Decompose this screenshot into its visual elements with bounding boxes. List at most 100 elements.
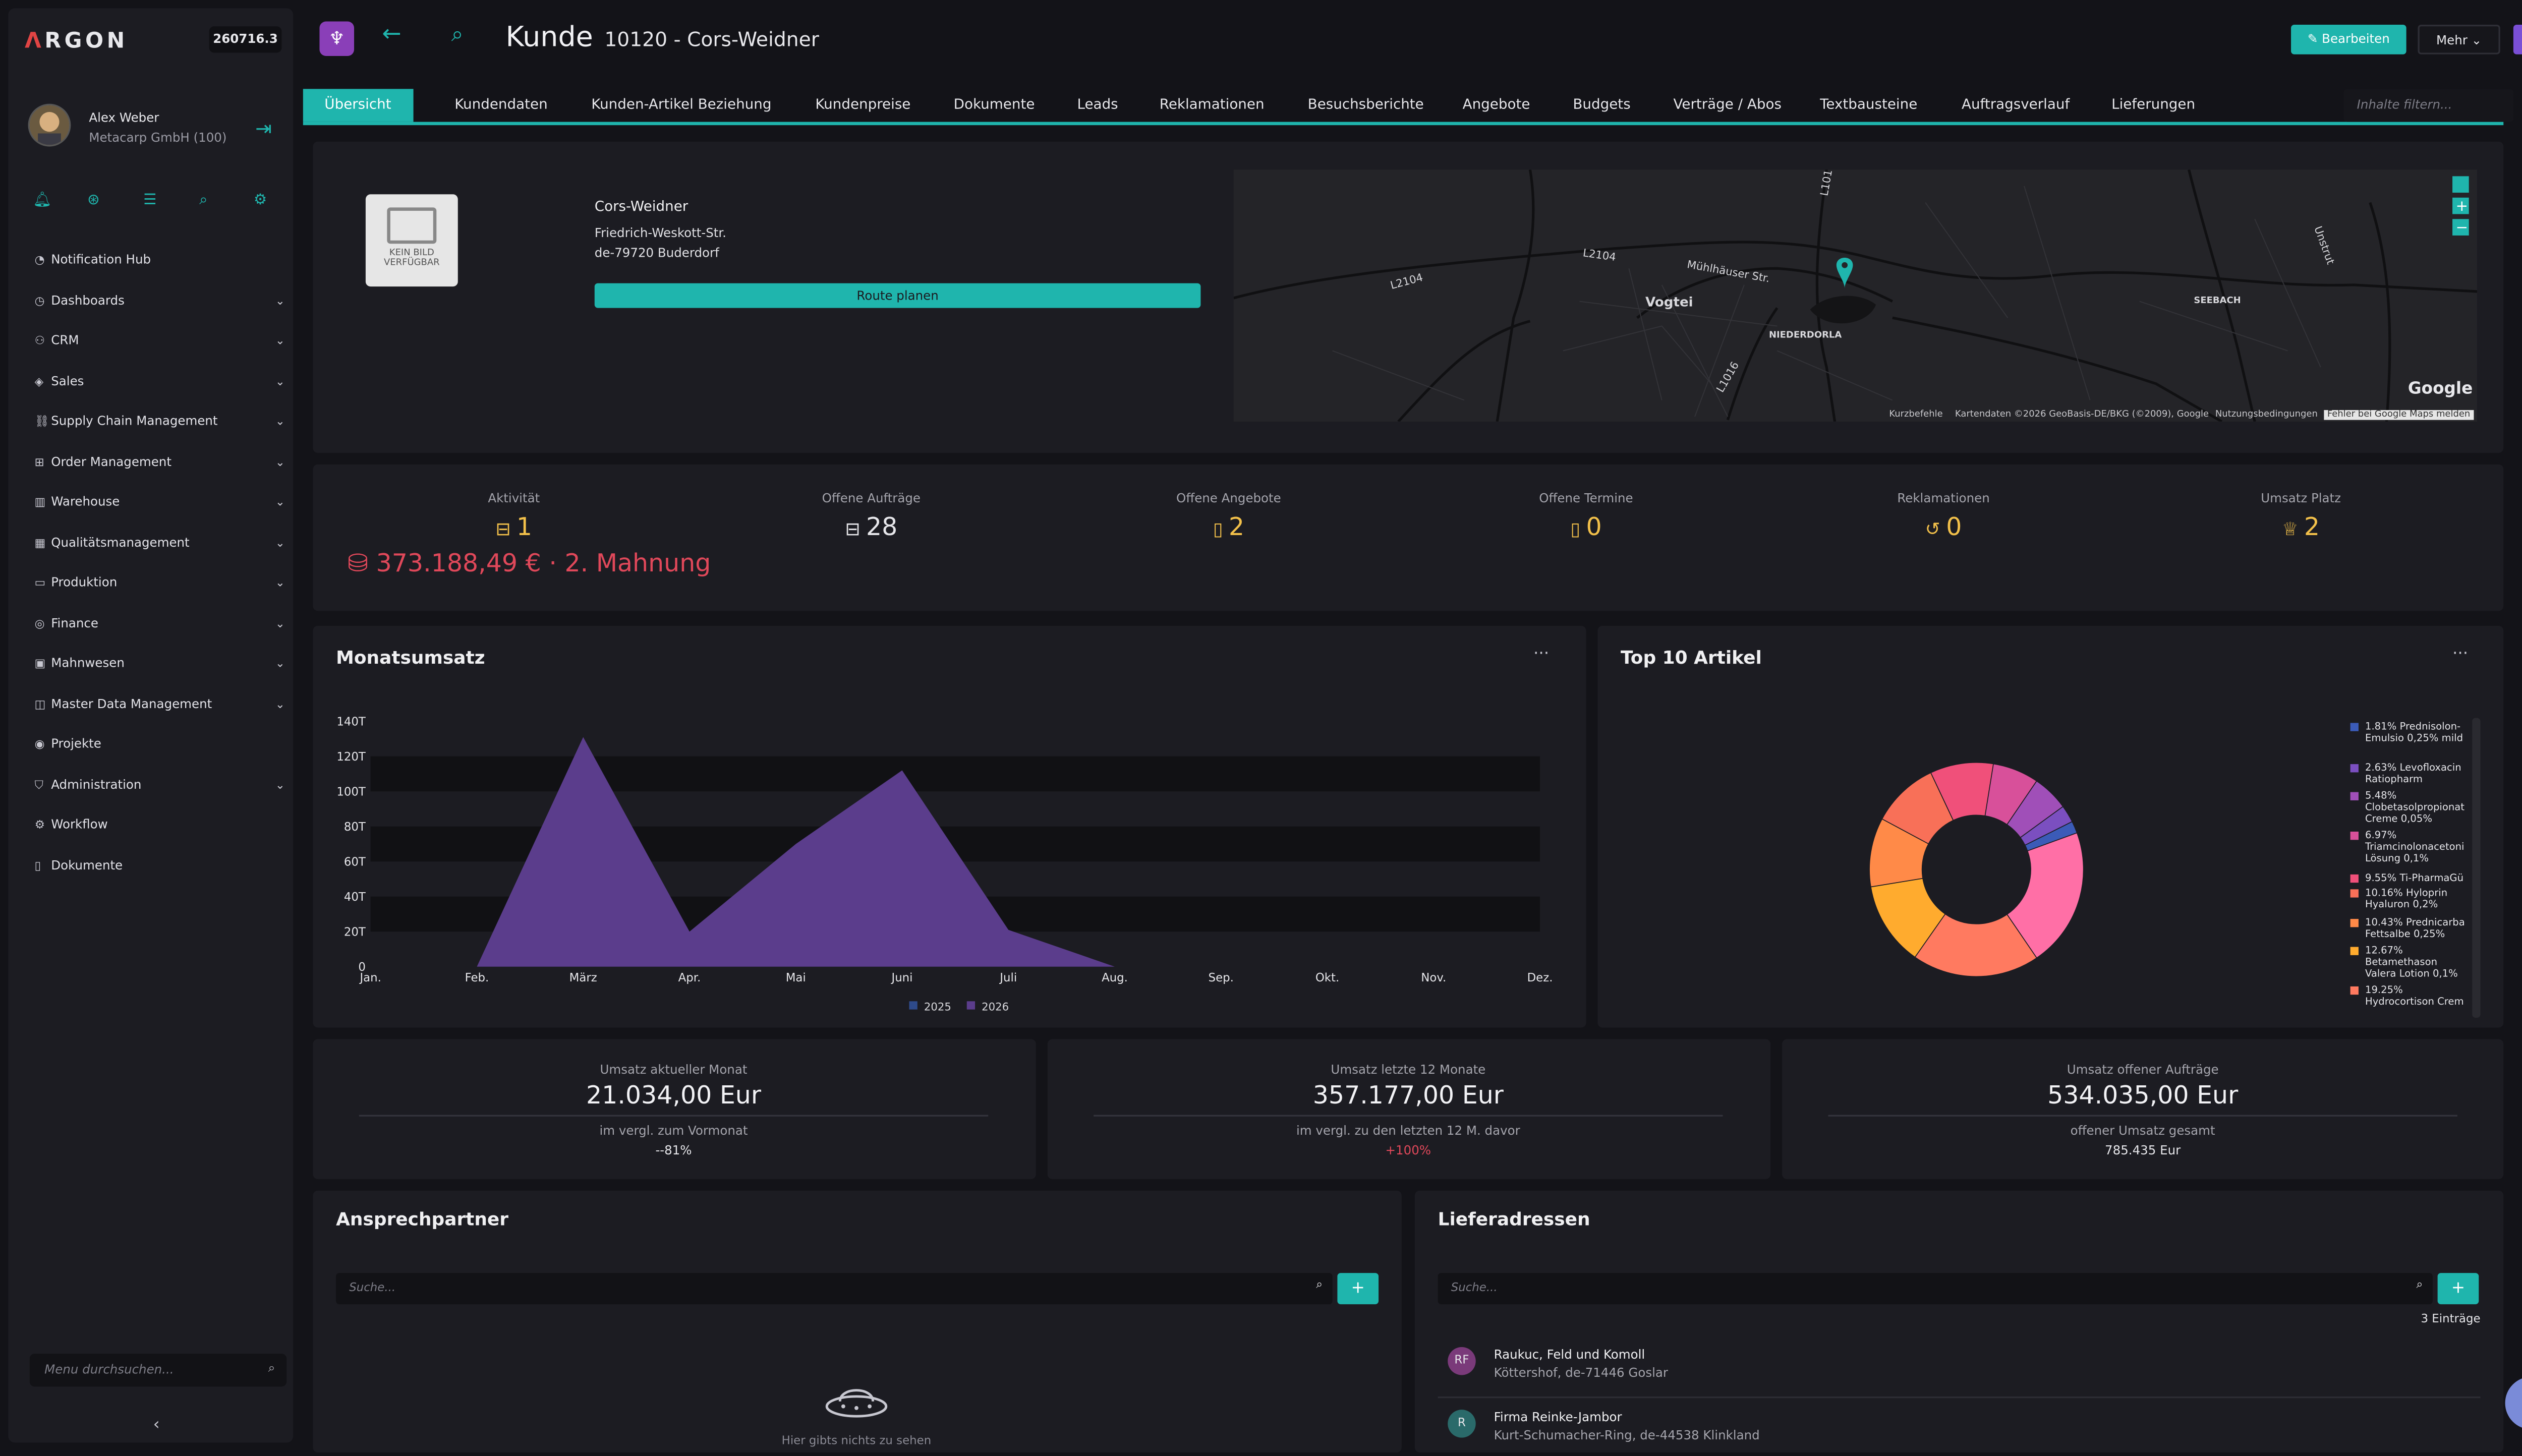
donut-legend: 1.81% Prednisolon-Emulsio 0,25% mild 2.63…	[2339, 718, 2481, 1018]
sidebar-item-notification-hub[interactable]: ◔ Notification Hub	[35, 244, 285, 276]
tab-2[interactable]: Kunden-Artikel Beziehung	[591, 97, 772, 114]
svg-text:−: −	[2456, 218, 2469, 236]
legend-name: Clobetasolpropionat Creme 0,05%	[2365, 802, 2464, 825]
legend-label: 9.55% Ti-PharmaGü	[2365, 873, 2469, 885]
map[interactable]: − + Vogtei NIEDERDORLA SEEBACH L2104 L21…	[1233, 169, 2478, 422]
tab-6[interactable]: Reklamationen	[1159, 97, 1265, 114]
sidebar-item-dokumente[interactable]: ▯ Dokumente	[35, 849, 285, 882]
chevron-down-icon: ⌄	[275, 616, 285, 630]
logout-icon[interactable]: ⇥	[255, 117, 272, 140]
donut-legend-item[interactable]: 9.55% Ti-PharmaGü	[2350, 873, 2469, 885]
sidebar-item-master-data-management[interactable]: ◫ Master Data Management ⌄	[35, 687, 285, 720]
bell-icon[interactable]: 🔔︎	[33, 193, 52, 209]
donut-legend-item[interactable]: 1.81% Prednisolon-Emulsio 0,25% mild	[2350, 721, 2469, 744]
sidebar-item-sales[interactable]: ◈ Sales ⌄	[35, 365, 285, 397]
users-icon: ⚇	[34, 334, 45, 347]
legend-swatch	[2350, 874, 2359, 883]
wrench-button[interactable]: 🔧︎	[2513, 24, 2522, 54]
gear-icon[interactable]: ⚙	[253, 193, 267, 209]
app-logo[interactable]: ΛRGON	[24, 29, 128, 54]
kpi-0[interactable]: Aktivität ⊟ 1	[390, 491, 638, 542]
back-arrow-icon[interactable]: ←	[382, 21, 402, 48]
kpi-4[interactable]: Reklamationen ↺ 0	[1820, 491, 2067, 542]
map-footer-item[interactable]: Nutzungsbedingungen	[2215, 410, 2318, 420]
sidebar-item-finance[interactable]: ◎ Finance ⌄	[35, 607, 285, 639]
sidebar-item-projekte[interactable]: ◉ Projekte	[35, 728, 285, 761]
search-icon[interactable]: ⌕	[451, 23, 464, 48]
sidebar-item-workflow[interactable]: ⚙ Workflow	[35, 808, 285, 841]
sidebar-item-administration[interactable]: ⛉ Administration ⌄	[35, 768, 285, 801]
sidebar-item-warehouse[interactable]: ▥ Warehouse ⌄	[35, 486, 285, 518]
legend-label[interactable]: 2025	[924, 1001, 951, 1013]
series-area-2026[interactable]	[370, 737, 1115, 967]
search-icon[interactable]: ⌕	[199, 193, 208, 209]
contacts-search-input[interactable]: Suche... ⌕	[336, 1273, 1333, 1305]
page-subtitle: 10120 - Cors-Weidner	[604, 28, 819, 51]
tab-10[interactable]: Verträge / Abos	[1673, 97, 1782, 114]
sidebar-item-label: Administration	[51, 776, 142, 791]
donut-legend-item[interactable]: 10.43% Prednicarba Fettsalbe 0,25%	[2350, 917, 2469, 941]
route-button[interactable]: Route planen	[594, 283, 1201, 308]
more-options-icon[interactable]: ···	[1533, 646, 1550, 664]
tab-9[interactable]: Budgets	[1573, 97, 1631, 114]
donut-legend-item[interactable]: 6.97% Triamcinolonacetoni Lösung 0,1%	[2350, 830, 2469, 865]
folder-icon: ▭	[34, 576, 46, 590]
tab-5[interactable]: Leads	[1077, 97, 1118, 114]
kpi-3[interactable]: Offene Termine ▯ 0	[1463, 491, 1710, 542]
sidebar-item-order-management[interactable]: ⊞ Order Management ⌄	[35, 445, 285, 478]
donut-legend-item[interactable]: 19.25% Hydrocortison Crem	[2350, 985, 2469, 1008]
globe-icon[interactable]: ⊛	[87, 193, 100, 209]
donut-slice[interactable]	[2024, 821, 2078, 852]
avatar[interactable]	[28, 103, 71, 147]
legend-label[interactable]: 2026	[982, 1001, 1009, 1013]
app-module-icon[interactable]: ♆	[319, 21, 355, 56]
tab-8[interactable]: Angebote	[1462, 97, 1530, 114]
more-options-icon[interactable]: ···	[2452, 646, 2469, 664]
donut-legend-item[interactable]: 2.63% Levofloxacin Ratiopharm	[2350, 763, 2469, 786]
tab-12[interactable]: Auftragsverlauf	[1961, 97, 2070, 114]
legend-scrollbar[interactable]	[2472, 718, 2481, 1018]
sidebar-item-supply-chain-management[interactable]: ⛓ Supply Chain Management ⌄	[35, 405, 285, 438]
sidebar-item-crm[interactable]: ⚇ CRM ⌄	[35, 324, 285, 357]
tab-11[interactable]: Textbausteine	[1820, 97, 1918, 114]
sidebar-item-qualitätsmanagement[interactable]: ▦ Qualitätsmanagement ⌄	[35, 526, 285, 559]
kpi-5[interactable]: Umsatz Platz ♕ 2	[2177, 491, 2425, 542]
chat-button[interactable]: 💬︎	[2505, 1376, 2522, 1430]
address-name[interactable]: Firma Reinke-Jambor	[1494, 1410, 1622, 1425]
edit-button[interactable]: ✎ Bearbeiten	[2291, 24, 2406, 54]
collapse-sidebar-icon[interactable]: ‹	[153, 1416, 160, 1435]
address-line: Kurt-Schumacher-Ring, de-44538 Klinkland	[1494, 1428, 1760, 1443]
stat-label: Umsatz letzte 12 Monate	[1331, 1062, 1486, 1077]
add-address-button[interactable]: +	[2437, 1273, 2479, 1305]
donut-slice[interactable]	[2006, 832, 2084, 959]
donut-legend-item[interactable]: 12.67% Betamethason Valera Lotion 0,1%	[2350, 945, 2469, 980]
add-contact-button[interactable]: +	[1337, 1273, 1379, 1305]
tasks-icon[interactable]: ☰	[143, 193, 157, 209]
legend-percent: 2.63%	[2365, 762, 2397, 774]
more-button[interactable]: Mehr ⌄	[2418, 24, 2500, 54]
legend-label: 6.97% Triamcinolonacetoni Lösung 0,1%	[2365, 830, 2469, 865]
donut-slice[interactable]	[1914, 913, 2038, 977]
map-footer-item: Kartendaten ©2026 GeoBasis-DE/BKG (©2009…	[1955, 410, 2209, 420]
map-footer-item[interactable]: Kurzbefehle	[1889, 410, 1943, 420]
tab-1[interactable]: Kundendaten	[454, 97, 548, 114]
address-name[interactable]: Raukuc, Feld und Komoll	[1494, 1347, 1645, 1362]
chevron-down-icon: ⌄	[275, 576, 285, 590]
tab-3[interactable]: Kundenpreise	[815, 97, 911, 114]
tab-0[interactable]: Übersicht	[303, 89, 413, 122]
donut-legend-item[interactable]: 5.48% Clobetasolpropionat Creme 0,05%	[2350, 790, 2469, 825]
menu-search-input[interactable]: Menu durchsuchen... ⌕	[29, 1354, 287, 1387]
sidebar-item-dashboards[interactable]: ◷ Dashboards ⌄	[35, 284, 285, 317]
legend-label: 2.63% Levofloxacin Ratiopharm	[2365, 763, 2469, 786]
tab-4[interactable]: Dokumente	[953, 97, 1035, 114]
kpi-2[interactable]: Offene Angebote ▯ 2	[1105, 491, 1352, 542]
kpi-1[interactable]: Offene Aufträge ⊟ 28	[748, 491, 995, 542]
content-filter-input[interactable]: Inhalte filtern...	[2343, 89, 2513, 122]
tab-7[interactable]: Besuchsberichte	[1307, 97, 1424, 114]
tab-13[interactable]: Lieferungen	[2111, 97, 2196, 114]
delivery-search-input[interactable]: Suche... ⌕	[1438, 1273, 2433, 1305]
donut-legend-item[interactable]: 10.16% Hyloprin Hyaluron 0,2%	[2350, 888, 2469, 911]
sidebar-item-mahnwesen[interactable]: ▣ Mahnwesen ⌄	[35, 647, 285, 680]
sidebar-item-produktion[interactable]: ▭ Produktion ⌄	[35, 566, 285, 599]
map-report-link[interactable]: Fehler bei Google Maps melden	[2324, 410, 2474, 420]
